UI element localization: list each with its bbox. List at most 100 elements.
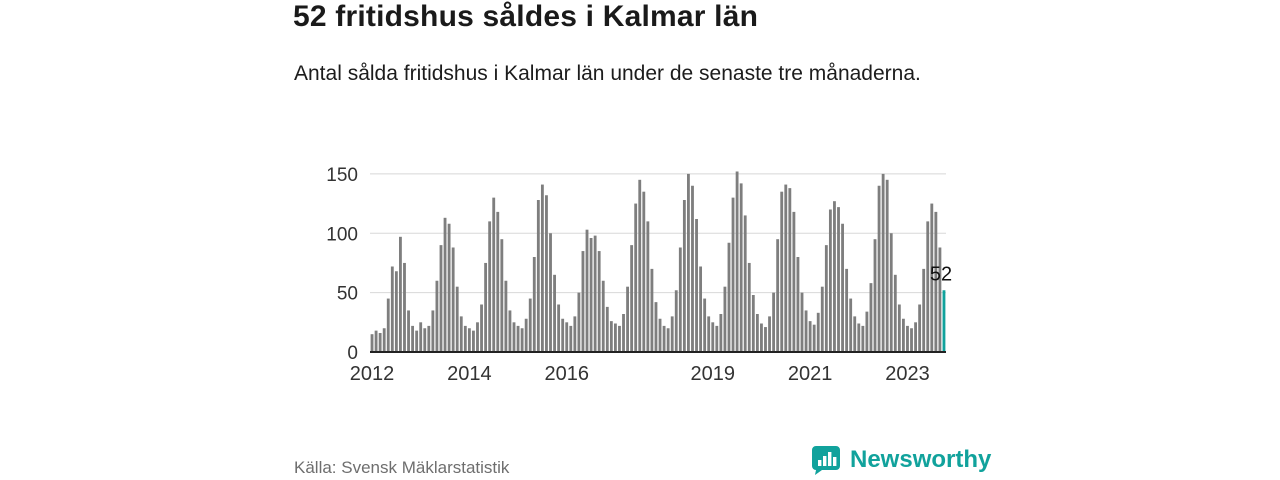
bar [601, 280, 605, 352]
bar [772, 292, 776, 353]
bar [743, 215, 747, 352]
bar [573, 316, 577, 353]
bar [824, 245, 828, 353]
bar [650, 268, 654, 353]
bar [804, 310, 808, 352]
bar [865, 311, 869, 353]
bar [399, 236, 402, 352]
bar [869, 283, 873, 353]
bar [930, 203, 934, 352]
bar [873, 239, 877, 352]
bar [500, 239, 504, 352]
bar [662, 325, 666, 353]
bar [837, 207, 840, 353]
bar [593, 235, 597, 352]
bar [938, 247, 942, 352]
bar [492, 197, 496, 353]
brand-lockup: Newsworthy [810, 444, 991, 476]
bar [488, 221, 492, 353]
bar [613, 323, 617, 352]
bar [626, 286, 629, 352]
bar [788, 188, 792, 353]
bar [638, 179, 642, 352]
bar [727, 242, 731, 352]
bar [386, 298, 390, 352]
bar [820, 286, 824, 352]
bar [833, 201, 836, 352]
bar [524, 318, 528, 352]
bar [906, 325, 909, 353]
bar [415, 330, 419, 353]
bar [622, 314, 625, 352]
bar [403, 262, 406, 352]
bar [382, 328, 386, 352]
bar [589, 238, 593, 352]
bar [877, 185, 881, 352]
bar [451, 247, 455, 352]
bar [459, 316, 463, 353]
bar [597, 251, 601, 352]
bar [561, 318, 565, 352]
bar [914, 322, 917, 352]
bar [374, 330, 378, 353]
bar [885, 179, 889, 352]
bar [695, 219, 698, 352]
bar [699, 266, 703, 352]
bar [751, 295, 755, 352]
bar [845, 268, 849, 353]
bar [703, 298, 707, 352]
bar [585, 229, 589, 352]
x-tick-label: 2012 [350, 363, 395, 385]
bar [419, 322, 423, 352]
bar [678, 247, 682, 352]
bar [557, 304, 561, 352]
bar [540, 184, 544, 352]
bar [792, 211, 796, 353]
bar [893, 274, 897, 352]
bar [504, 280, 508, 352]
bar [407, 310, 410, 352]
bar [577, 292, 581, 353]
bar [800, 292, 804, 353]
bar [512, 322, 516, 352]
bar [723, 286, 727, 352]
bar [760, 323, 763, 352]
bar [764, 327, 767, 352]
bar [654, 302, 658, 353]
bar [427, 325, 431, 353]
bar [849, 298, 853, 352]
bar [841, 223, 844, 352]
bar [370, 334, 374, 352]
bar [378, 333, 382, 352]
bar [731, 197, 735, 353]
bar [630, 245, 634, 353]
bar [484, 262, 488, 352]
bar [934, 211, 938, 353]
bar [901, 318, 905, 352]
bar [508, 310, 512, 352]
bar [618, 325, 621, 353]
bar [666, 328, 670, 352]
bar [768, 316, 771, 353]
brand-name: Newsworthy [850, 446, 992, 473]
bar [496, 211, 500, 353]
bar [796, 257, 800, 352]
chart-subtitle: Antal sålda fritidshus i Kalmar län unde… [294, 62, 921, 85]
bar [569, 325, 573, 353]
bar [889, 233, 893, 352]
bar [755, 314, 759, 352]
x-tick-label: 2019 [691, 363, 736, 385]
bar [812, 324, 816, 352]
x-tick-label: 2021 [788, 363, 833, 385]
bar [707, 316, 711, 353]
bar [435, 280, 439, 352]
bar [455, 286, 459, 352]
bar [423, 328, 427, 352]
bar [776, 239, 780, 352]
bar [545, 195, 548, 352]
x-tick-label: 2014 [447, 363, 492, 385]
bar [443, 217, 447, 352]
bar [715, 325, 719, 353]
bar [816, 312, 820, 352]
